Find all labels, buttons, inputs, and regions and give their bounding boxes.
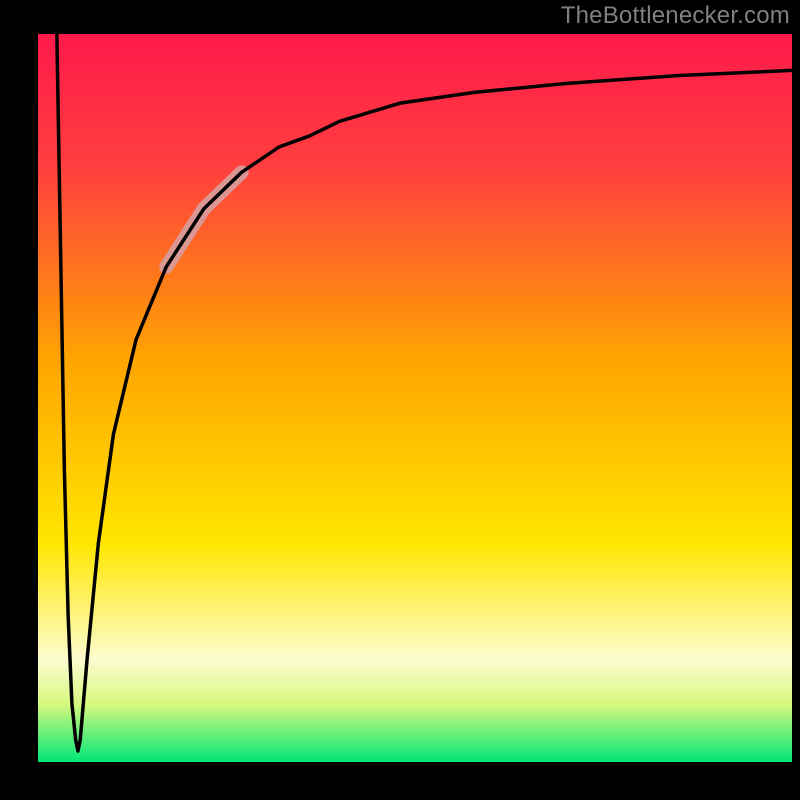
watermark-text: TheBottlenecker.com <box>561 2 790 30</box>
bottleneck-chart <box>0 0 800 800</box>
plot-background <box>38 34 792 762</box>
chart-frame: TheBottlenecker.com <box>0 0 800 800</box>
